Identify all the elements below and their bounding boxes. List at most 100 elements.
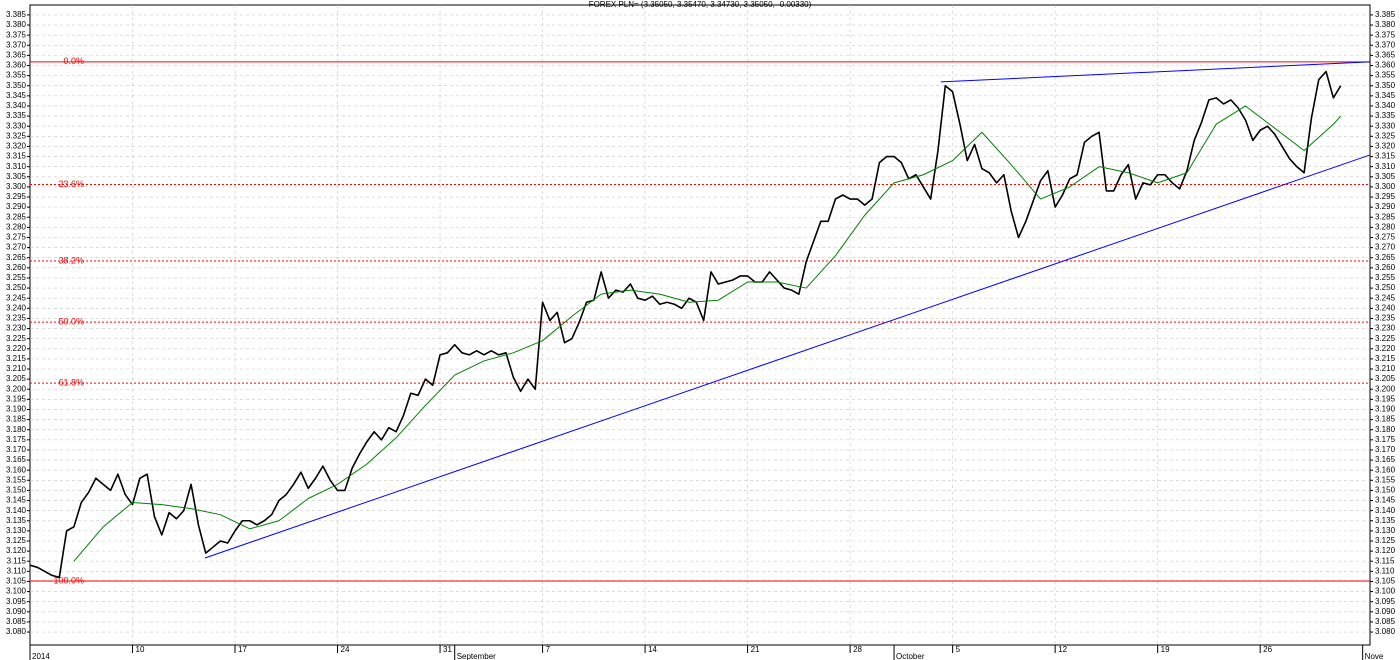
fib-label: 100.0%	[53, 575, 84, 585]
y-tick-label: 3.235	[6, 314, 27, 323]
y-tick-label: 3.210	[6, 364, 27, 373]
x-tick-label: 12	[1058, 645, 1067, 654]
y-tick-label: 3.290	[6, 202, 27, 211]
y2-tick-label: 3.340	[1375, 101, 1396, 110]
y2-tick-label: 3.100	[1375, 587, 1396, 596]
plot-frame	[29, 4, 1371, 646]
y2-tick-label: 3.130	[1375, 526, 1396, 535]
y2-tick-label: 3.180	[1375, 425, 1396, 434]
y-tick-label: 3.120	[6, 546, 27, 555]
y2-tick-label: 3.315	[1375, 152, 1396, 161]
fib-label: 0.0%	[63, 56, 84, 66]
fib-label: 61.8%	[58, 378, 84, 388]
month-label: September	[457, 652, 496, 660]
y-tick-label: 3.265	[6, 253, 27, 262]
trend-line	[204, 154, 1371, 559]
y-tick-label: 3.325	[6, 131, 27, 140]
y-tick-label: 3.230	[6, 324, 27, 333]
y2-tick-label: 3.120	[1375, 546, 1396, 555]
y2-tick-label: 3.235	[1375, 314, 1396, 323]
y-tick-label: 3.140	[6, 506, 27, 515]
y2-tick-label: 3.110	[1375, 566, 1395, 575]
y2-tick-label: 3.230	[1375, 324, 1396, 333]
x-tick-label: 5	[956, 645, 961, 654]
y2-tick-label: 3.170	[1375, 445, 1396, 454]
y2-tick-label: 3.160	[1375, 465, 1396, 474]
y2-tick-label: 3.365	[1375, 50, 1396, 59]
y2-tick-label: 3.295	[1375, 192, 1396, 201]
y2-tick-label: 3.335	[1375, 111, 1396, 120]
y-tick-label: 3.340	[6, 101, 27, 110]
x-tick-label: 7	[546, 645, 551, 654]
y2-tick-label: 3.360	[1375, 61, 1396, 70]
y2-tick-label: 3.200	[1375, 384, 1396, 393]
y-tick-label: 3.100	[6, 587, 27, 596]
y2-tick-label: 3.080	[1375, 627, 1396, 636]
y-tick-label: 3.225	[6, 334, 27, 343]
y-tick-label: 3.305	[6, 172, 27, 181]
y2-tick-label: 3.330	[1375, 121, 1396, 130]
y2-tick-label: 3.320	[1375, 142, 1396, 151]
y2-tick-label: 3.105	[1375, 577, 1396, 586]
y-tick-label: 3.350	[6, 81, 27, 90]
y2-tick-label: 3.175	[1375, 435, 1396, 444]
y-tick-label: 3.125	[6, 536, 27, 545]
y-tick-label: 3.245	[6, 293, 27, 302]
y2-tick-label: 3.145	[1375, 496, 1396, 505]
y2-tick-label: 3.205	[1375, 374, 1396, 383]
y2-tick-label: 3.085	[1375, 617, 1396, 626]
y-tick-label: 3.385	[6, 10, 27, 19]
trend-line	[940, 61, 1371, 83]
y-tick-label: 3.380	[6, 20, 27, 29]
y-tick-label: 3.375	[6, 30, 27, 39]
y2-tick-label: 3.245	[1375, 293, 1396, 302]
y2-tick-label: 3.260	[1375, 263, 1396, 272]
y2-tick-label: 3.220	[1375, 344, 1396, 353]
x-tick-label: 17	[238, 645, 247, 654]
y2-tick-label: 3.285	[1375, 212, 1396, 221]
y-tick-label: 3.090	[6, 607, 27, 616]
price-line	[29, 70, 1342, 579]
chart-title: FOREX PLN= (3.35050, 3.35470, 3.34730, 3…	[589, 0, 812, 9]
y2-tick-label: 3.250	[1375, 283, 1396, 292]
y-tick-label: 3.295	[6, 192, 27, 201]
y-tick-label: 3.175	[6, 435, 27, 444]
y2-tick-label: 3.310	[1375, 162, 1396, 171]
y-tick-label: 3.345	[6, 91, 27, 100]
y2-tick-label: 3.095	[1375, 597, 1396, 606]
y-tick-label: 3.165	[6, 455, 27, 464]
y-tick-label: 3.220	[6, 344, 27, 353]
y2-tick-label: 3.225	[1375, 334, 1396, 343]
y2-tick-label: 3.155	[1375, 475, 1396, 484]
y-tick-label: 3.275	[6, 233, 27, 242]
y-tick-label: 3.365	[6, 50, 27, 59]
y-tick-label: 3.085	[6, 617, 27, 626]
y2-tick-label: 3.280	[1375, 222, 1396, 231]
y-tick-label: 3.180	[6, 425, 27, 434]
price-line	[73, 105, 1342, 562]
y2-tick-label: 3.305	[1375, 172, 1396, 181]
y2-tick-label: 3.125	[1375, 536, 1396, 545]
x-tick-label: 19	[1161, 645, 1170, 654]
x-tick-label: 24	[341, 645, 350, 654]
y-tick-label: 3.360	[6, 61, 27, 70]
y-tick-label: 3.190	[6, 405, 27, 414]
y-tick-label: 3.310	[6, 162, 27, 171]
y-tick-label: 3.145	[6, 496, 27, 505]
month-label: 2014	[32, 652, 50, 660]
y-tick-label: 3.135	[6, 516, 27, 525]
y-tick-label: 3.355	[6, 71, 27, 80]
y-tick-label: 3.315	[6, 152, 27, 161]
y-tick-label: 3.160	[6, 465, 27, 474]
y-tick-label: 3.280	[6, 222, 27, 231]
y-tick-label: 3.330	[6, 121, 27, 130]
y-tick-label: 3.105	[6, 577, 27, 586]
y2-tick-label: 3.370	[1375, 40, 1396, 49]
y-tick-label: 3.185	[6, 415, 27, 424]
fib-label: 23.6%	[58, 179, 84, 189]
y-tick-label: 3.285	[6, 212, 27, 221]
y2-tick-label: 3.375	[1375, 30, 1396, 39]
y-tick-label: 3.115	[7, 556, 27, 565]
